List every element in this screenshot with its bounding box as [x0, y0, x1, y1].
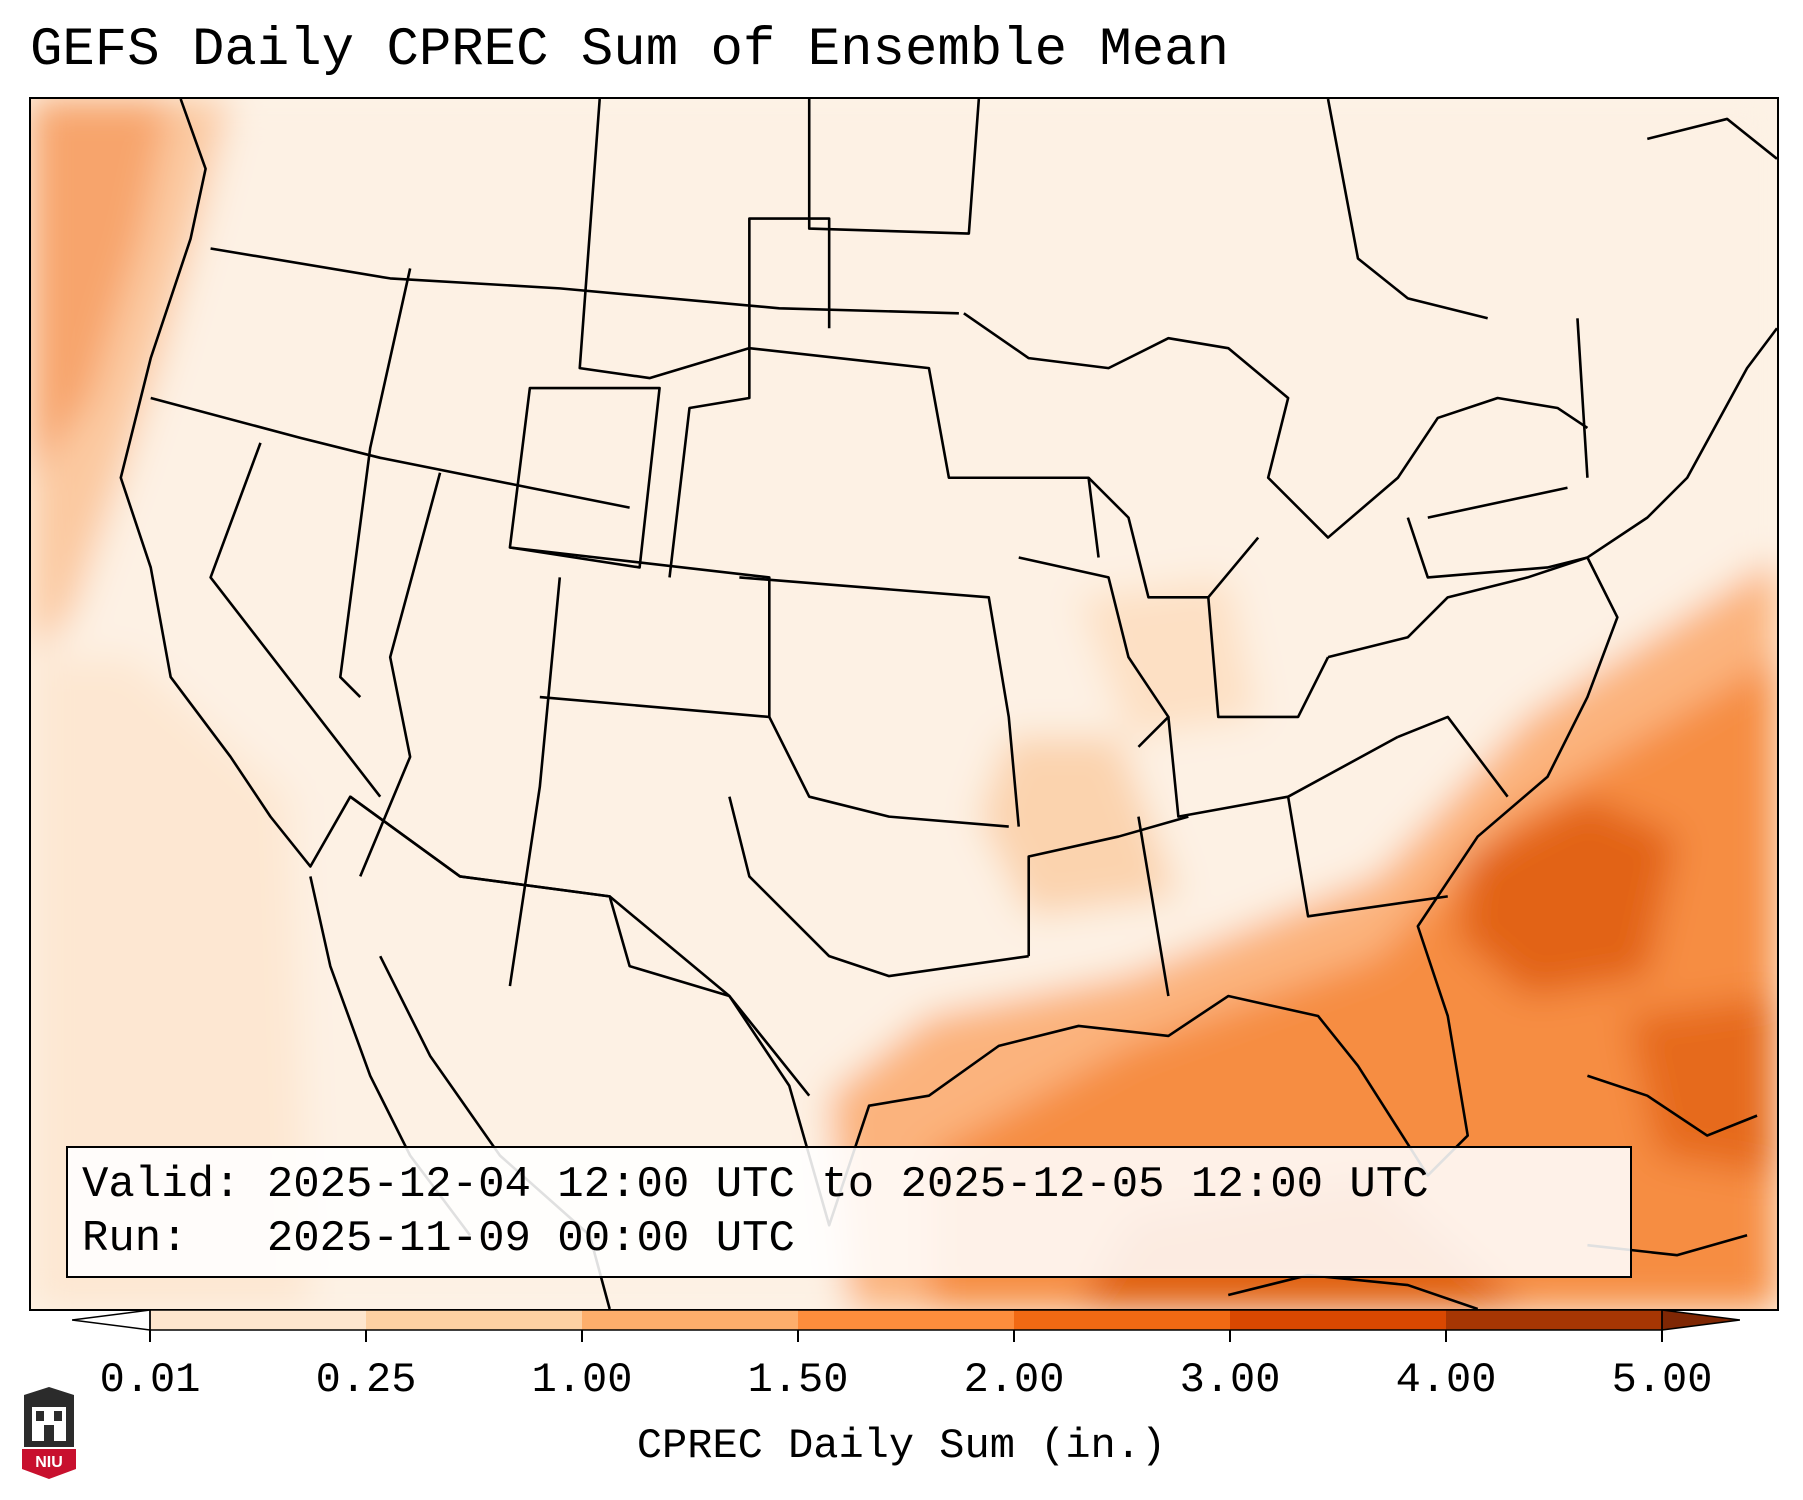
- run-label: Run:: [82, 1214, 188, 1264]
- colorbar-tick-label: 3.00: [1179, 1356, 1281, 1404]
- colorbar-segment: [1230, 1310, 1447, 1330]
- colorbar-label: CPREC Daily Sum (in.): [636, 1422, 1167, 1470]
- colorbar-segment: [1014, 1310, 1231, 1330]
- us-outline: [119, 99, 1777, 1227]
- colorbar-high-extend: [1661, 1309, 1741, 1331]
- precip-shading: [31, 99, 1777, 1309]
- state-borders: [119, 99, 1777, 1309]
- colorbar-segment: [366, 1310, 583, 1330]
- colorbar-low-extend: [71, 1309, 151, 1331]
- valid-value: 2025-12-04 12:00 UTC to 2025-12-05 12:00…: [266, 1160, 1429, 1210]
- colorbar-tick-label: 1.00: [531, 1356, 633, 1404]
- niu-logo-icon: NIU: [22, 1387, 76, 1479]
- colorbar-segment: [1446, 1310, 1663, 1330]
- map-title: GEFS Daily CPREC Sum of Ensemble Mean: [30, 20, 1229, 81]
- valid-run-box: Valid: 2025-12-04 12:00 UTC to 2025-12-0…: [66, 1146, 1632, 1278]
- colorbar-svg: [71, 1309, 1741, 1342]
- run-value: 2025-11-09 00:00 UTC: [266, 1214, 795, 1264]
- colorbar-tick-label: 0.01: [99, 1356, 201, 1404]
- colorbar-segment: [582, 1310, 799, 1330]
- colorbar-segment: [150, 1310, 367, 1330]
- colorbar-tick-label: 4.00: [1395, 1356, 1497, 1404]
- precip-map: [31, 99, 1777, 1309]
- colorbar: [71, 1308, 1741, 1348]
- colorbar-tick-label: 1.50: [747, 1356, 849, 1404]
- colorbar-tick-label: 5.00: [1611, 1356, 1713, 1404]
- valid-label: Valid:: [82, 1160, 241, 1210]
- map-panel: [29, 97, 1779, 1311]
- colorbar-segment: [798, 1310, 1015, 1330]
- mexico-border: [349, 795, 811, 1097]
- niu-logo-text: NIU: [35, 1454, 63, 1471]
- colorbar-tick-label: 2.00: [963, 1356, 1065, 1404]
- colorbar-tick-label: 0.25: [315, 1356, 417, 1404]
